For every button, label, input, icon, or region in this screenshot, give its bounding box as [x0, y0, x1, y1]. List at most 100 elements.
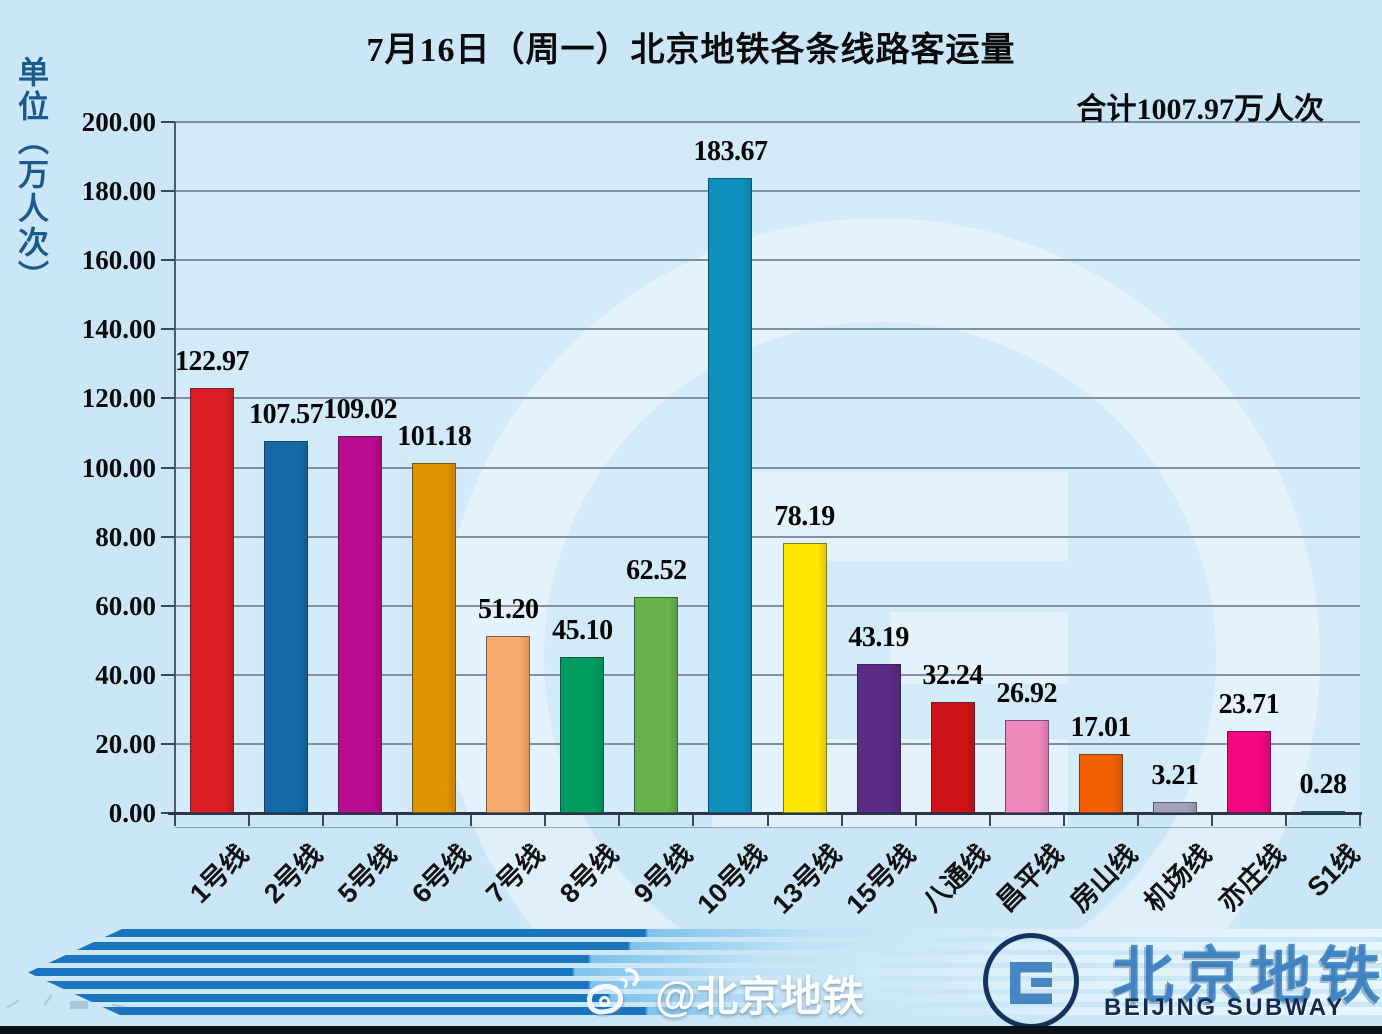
y-tick-label: 180.00: [81, 176, 156, 207]
bar-15号线: [856, 663, 901, 813]
bar-value-label: 43.19: [848, 621, 909, 653]
gridline: [175, 259, 1360, 262]
chart-title: 7月16日（周一）北京地铁各条线路客运量: [366, 32, 1016, 69]
y-tick-label: 120.00: [81, 383, 156, 414]
bar-亦庄线: [1226, 731, 1271, 813]
scribble-mark: [111, 1003, 127, 1009]
gridline: [175, 190, 1360, 193]
x-tick-mark: [618, 815, 621, 826]
bar-八通线: [930, 701, 975, 813]
bar-value-label: 101.18: [397, 421, 472, 453]
bar-value-label: 183.67: [693, 136, 768, 168]
x-tick-mark: [840, 815, 843, 826]
gridline: [175, 535, 1360, 538]
y-tick-mark: [161, 121, 175, 123]
corner-scribble-marks: [4, 994, 144, 1013]
y-tick-label: 200.00: [81, 107, 156, 137]
y-axis-unit-label: 单位（万人次）: [13, 56, 48, 294]
bar-9号线: [634, 596, 679, 813]
beijing-subway-logo-cn-text: 北京地铁: [1112, 943, 1382, 1011]
beijing-subway-logo-en-text: BEIJING SUBWAY: [1104, 994, 1345, 1021]
bar-1号线: [190, 388, 235, 813]
y-tick-mark: [161, 604, 175, 607]
y-tick-label: 80.00: [95, 521, 156, 552]
y-tick-label: 0.00: [108, 798, 156, 828]
bar-10号线: [708, 178, 753, 813]
gridline: [175, 121, 1360, 123]
gridline: [175, 673, 1360, 676]
weibo-watermark: @北京地铁: [585, 963, 864, 1024]
bar-value-label: 23.71: [1218, 689, 1280, 721]
y-axis-line: [174, 122, 176, 821]
weibo-handle-text: @北京地铁: [655, 973, 864, 1020]
bar-value-label: 51.20: [478, 594, 539, 626]
bar-6号线: [412, 463, 457, 813]
footer-stripe-band: [28, 929, 1382, 1016]
x-tick-mark: [470, 815, 473, 826]
bar-value-label: 109.02: [323, 394, 398, 426]
x-tick-mark: [1210, 815, 1213, 826]
x-tick-mark: [1284, 815, 1287, 826]
footer-stripe: [28, 994, 1382, 1002]
gridline: [175, 328, 1360, 331]
gridline: [175, 397, 1360, 400]
x-axis-line: [168, 812, 1362, 815]
x-tick-mark: [766, 815, 769, 826]
x-tick-mark: [988, 815, 991, 826]
bar-S1线: [1300, 811, 1345, 813]
bar-房山线: [1078, 754, 1123, 813]
subway-logo-watermark-g-icon: [890, 612, 1068, 684]
y-tick-label: 60.00: [95, 590, 156, 621]
footer-stripe: [28, 929, 1382, 937]
y-tick-mark: [161, 259, 175, 262]
bar-value-label: 17.01: [1070, 712, 1132, 744]
bottom-edge-bar: [0, 1026, 1382, 1034]
bar-value-label: 32.24: [922, 659, 983, 691]
bar-昌平线: [1004, 719, 1049, 813]
weibo-icon-eye: [599, 995, 610, 1007]
footer-stripe: [28, 981, 1382, 989]
x-tick-mark: [396, 815, 399, 826]
bar-value-label: 3.21: [1151, 759, 1199, 791]
x-axis-secondary-line: [175, 827, 1362, 828]
footer-stripe: [28, 955, 1382, 963]
total-ridership-label: 合计1007.97万人次: [1076, 93, 1325, 126]
x-tick-mark: [914, 815, 917, 826]
scribble-mark: [70, 1001, 88, 1009]
x-tick-mark: [692, 815, 695, 826]
x-tick-mark: [1359, 815, 1361, 826]
footer-stripe: [28, 968, 1382, 976]
y-tick-label: 100.00: [81, 452, 156, 483]
scribble-mark: [43, 994, 53, 1006]
bar-value-label: 0.28: [1299, 769, 1347, 800]
y-tick-label: 160.00: [81, 245, 156, 276]
y-tick-mark: [161, 742, 175, 745]
x-tick-mark: [1062, 815, 1065, 826]
y-tick-mark: [161, 535, 175, 538]
x-tick-mark: [1136, 815, 1139, 826]
y-tick-label: 20.00: [95, 728, 156, 759]
y-tick-label: 140.00: [81, 314, 156, 345]
x-tick-mark: [544, 815, 547, 826]
y-tick-mark: [161, 328, 175, 331]
beijing-subway-logo-icon: [983, 933, 1079, 1029]
y-tick-mark: [161, 190, 175, 193]
bar-7号线: [486, 636, 531, 813]
weibo-icon: [585, 964, 642, 1022]
bar-value-label: 78.19: [774, 500, 835, 532]
scribble-mark: [6, 999, 20, 1009]
bar-5号线: [338, 436, 383, 813]
beijing-subway-logo-g-glyph: [1031, 978, 1052, 987]
bar-value-label: 45.10: [552, 615, 613, 647]
y-tick-mark: [161, 673, 175, 676]
bar-8号线: [560, 657, 605, 813]
x-tick-mark: [248, 815, 251, 826]
bar-value-label: 62.52: [626, 554, 687, 586]
x-tick-mark: [174, 815, 176, 826]
bar-机场线: [1152, 801, 1197, 813]
bar-13号线: [782, 542, 827, 813]
y-tick-label: 40.00: [95, 659, 156, 690]
footer-stripe: [28, 1007, 1382, 1015]
bar-2号线: [264, 441, 309, 813]
y-tick-mark: [161, 397, 175, 400]
